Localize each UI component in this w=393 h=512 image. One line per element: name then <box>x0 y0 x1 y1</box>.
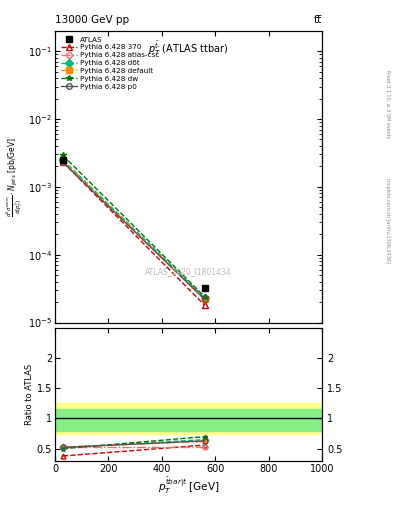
Line: Pythia 6.428 p0: Pythia 6.428 p0 <box>60 160 208 302</box>
Legend: ATLAS, Pythia 6.428 370, Pythia 6.428 atlas-csc, Pythia 6.428 d6t, Pythia 6.428 : ATLAS, Pythia 6.428 370, Pythia 6.428 at… <box>59 34 161 92</box>
Line: Pythia 6.428 default: Pythia 6.428 default <box>60 158 208 302</box>
Bar <box>55 410 322 431</box>
Line: ATLAS: ATLAS <box>60 156 208 292</box>
Y-axis label: Ratio to ATLAS: Ratio to ATLAS <box>25 364 34 425</box>
Pythia 6.428 atlas-csc <box>202 296 207 303</box>
Pythia 6.428 370 <box>61 159 65 165</box>
Line: Pythia 6.428 dw: Pythia 6.428 dw <box>60 153 208 300</box>
Text: 13000 GeV pp: 13000 GeV pp <box>55 15 129 25</box>
Line: Pythia 6.428 370: Pythia 6.428 370 <box>60 160 208 308</box>
Pythia 6.428 dw <box>202 294 207 300</box>
Y-axis label: $\frac{d^2\sigma^{norm}}{d(p_T^{\bar{t}})} \cdot N_{jets}$ [pb/GeV]: $\frac{d^2\sigma^{norm}}{d(p_T^{\bar{t}}… <box>5 137 25 217</box>
Pythia 6.428 default <box>202 296 207 303</box>
Pythia 6.428 p0 <box>61 159 65 165</box>
Text: Rivet 3.1.10, ≥ 3.5M events: Rivet 3.1.10, ≥ 3.5M events <box>385 70 390 138</box>
Pythia 6.428 p0 <box>202 296 207 303</box>
Text: $p_T^{\bar{t}\bar{}}$ (ATLAS ttbar): $p_T^{\bar{t}\bar{}}$ (ATLAS ttbar) <box>149 39 229 58</box>
Pythia 6.428 default <box>61 158 65 164</box>
Text: tt̅: tt̅ <box>314 15 322 25</box>
X-axis label: $p^{\bar{t}bar|t}_T$ [GeV]: $p^{\bar{t}bar|t}_T$ [GeV] <box>158 476 219 497</box>
Pythia 6.428 370 <box>202 302 207 308</box>
Line: Pythia 6.428 d6t: Pythia 6.428 d6t <box>60 157 208 301</box>
Text: ATLAS_2020_I1801434: ATLAS_2020_I1801434 <box>145 267 232 276</box>
Text: mcplots.cern.ch [arXiv:1306.3436]: mcplots.cern.ch [arXiv:1306.3436] <box>385 178 390 263</box>
Pythia 6.428 d6t <box>202 295 207 301</box>
Pythia 6.428 d6t <box>61 157 65 163</box>
Pythia 6.428 atlas-csc <box>61 159 65 165</box>
Bar <box>55 403 322 434</box>
Line: Pythia 6.428 atlas-csc: Pythia 6.428 atlas-csc <box>60 160 208 302</box>
ATLAS <box>202 285 207 291</box>
Pythia 6.428 dw <box>61 153 65 159</box>
ATLAS <box>61 157 65 163</box>
